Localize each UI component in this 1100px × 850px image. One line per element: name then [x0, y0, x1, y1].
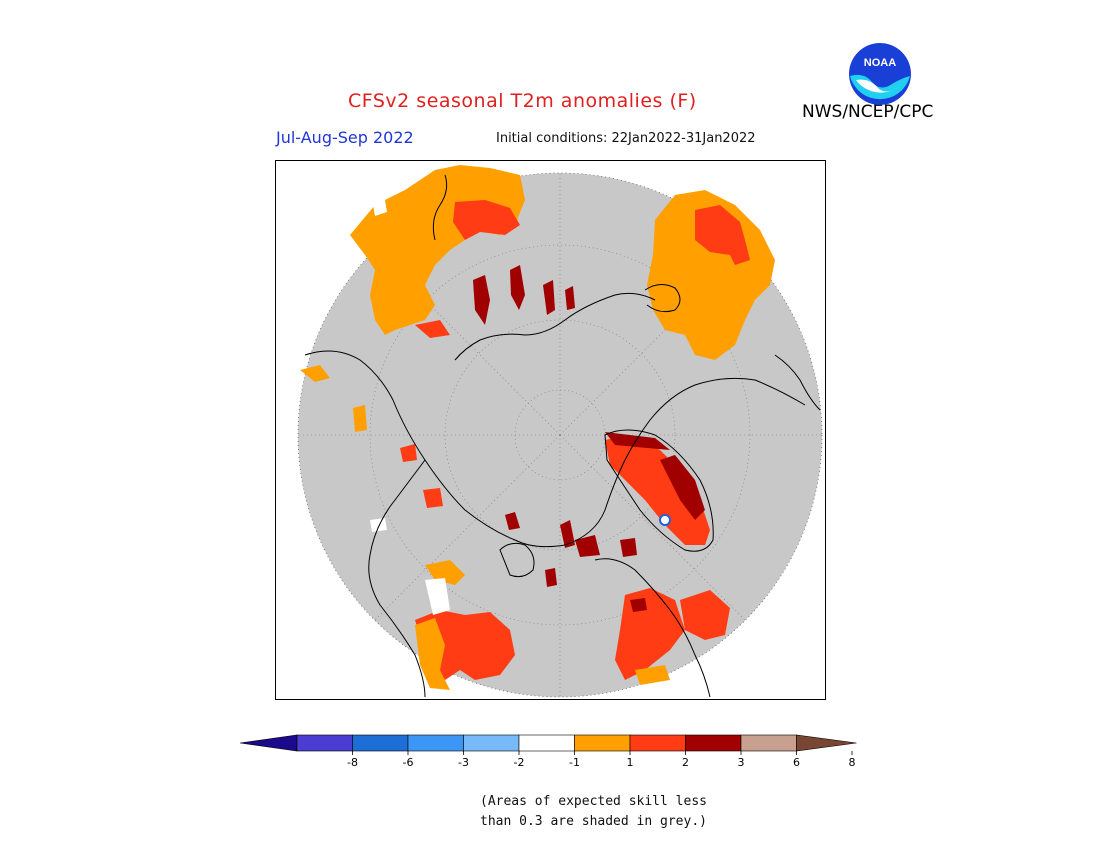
polar-map — [275, 160, 826, 700]
legend-swatches — [240, 734, 857, 752]
legend-swatch — [518, 734, 575, 752]
legend-tick-label: -6 — [403, 756, 414, 769]
legend-ticks: -8 -6 -3 -2 -1 1 2 3 6 8 — [347, 751, 856, 769]
legend-swatch — [574, 734, 631, 752]
legend-tick-label: -8 — [347, 756, 358, 769]
initial-conditions-label: Initial conditions: 22Jan2022-31Jan2022 — [496, 131, 756, 146]
coastlines — [304, 174, 821, 698]
legend-swatch — [407, 734, 464, 752]
anomaly-region-north-america — [647, 190, 775, 360]
map-title: CFSv2 seasonal T2m anomalies (F) — [348, 90, 697, 112]
legend-tick-label: 1 — [627, 756, 634, 769]
noaa-logo-text: NOAA — [864, 57, 896, 69]
skill-note-line-1: (Areas of expected skill less — [480, 794, 707, 809]
legend-swatch — [740, 734, 797, 752]
legend-swatch — [463, 734, 520, 752]
anomaly-region-greenland — [605, 432, 710, 545]
legend-arrow-low — [240, 734, 298, 752]
legend-arrow-high — [796, 734, 857, 752]
anomaly-region-europe-asia-bottom — [415, 512, 730, 690]
agency-label: NWS/NCEP/CPC — [802, 102, 934, 122]
anomaly-region-west — [300, 365, 443, 532]
noaa-logo: NOAA — [849, 43, 911, 105]
legend-swatch — [685, 734, 742, 752]
station-marker — [659, 514, 671, 526]
anomaly-region-eurasia — [350, 165, 575, 338]
skill-note: (Areas of expected skill less than 0.3 a… — [480, 792, 707, 832]
legend-tick-label: -2 — [514, 756, 525, 769]
latitude-circle — [444, 319, 676, 551]
legend-tick-label: 3 — [738, 756, 745, 769]
legend-tick-label: -3 — [458, 756, 469, 769]
color-scale-legend: -8 -6 -3 -2 -1 1 2 3 6 8 — [240, 734, 857, 769]
legend-swatch — [629, 734, 686, 752]
legend-swatch — [352, 734, 409, 752]
latitude-circle — [369, 244, 751, 626]
legend-tick-label: 2 — [682, 756, 689, 769]
legend-tick-label: -1 — [569, 756, 580, 769]
legend-tick-label: 8 — [849, 756, 856, 769]
legend-swatch — [296, 734, 353, 752]
skill-note-line-2: than 0.3 are shaded in grey.) — [480, 814, 707, 829]
season-label: Jul-Aug-Sep 2022 — [276, 128, 414, 147]
outer-latitude-circle — [297, 172, 823, 698]
legend-tick-label: 6 — [793, 756, 800, 769]
